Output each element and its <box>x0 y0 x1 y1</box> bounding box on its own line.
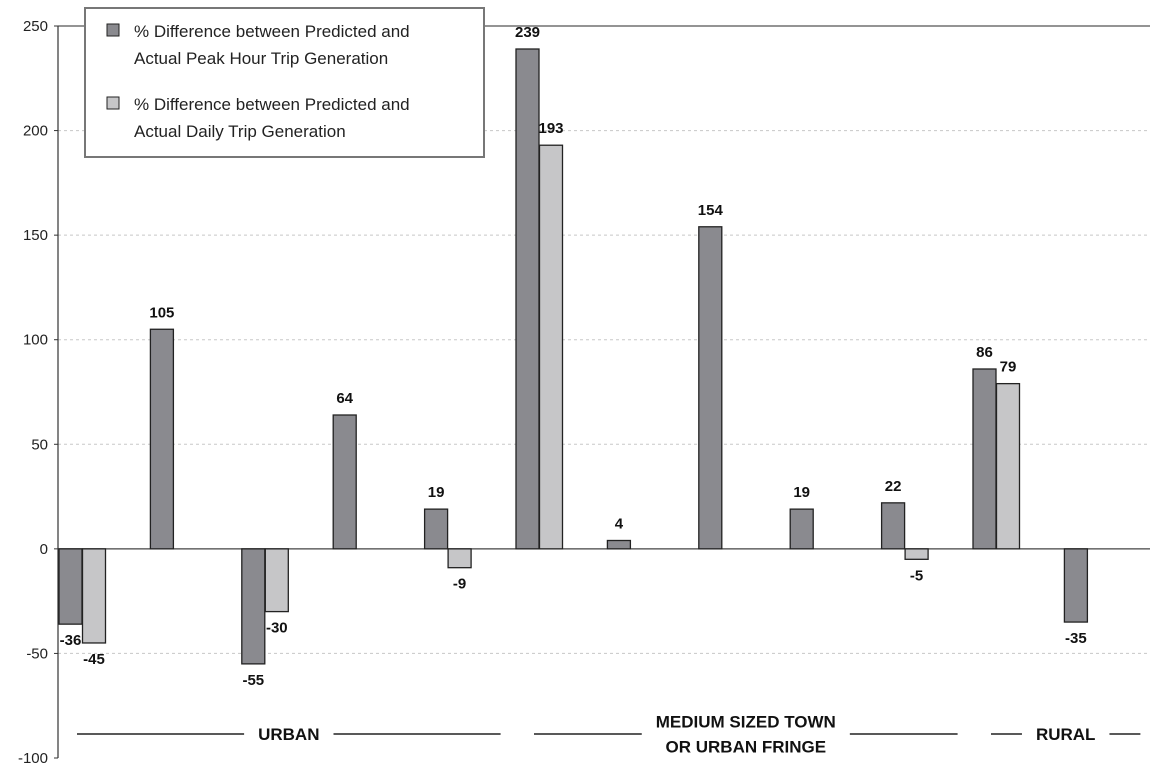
legend-swatch-daily <box>106 96 120 110</box>
group-labels: URBAN MEDIUM SIZED TOWN OR URBAN FRINGE RUR… <box>77 713 1141 757</box>
peak-hour-bar <box>58 548 83 625</box>
daily-value-label: -9 <box>453 576 466 593</box>
peak-hour-value-label: 19 <box>428 484 445 501</box>
peak-hour-value-label: 64 <box>336 390 353 407</box>
peak-hour-value-label: 4 <box>615 515 624 532</box>
y-tick-label: -100 <box>18 750 48 767</box>
peak-hour-value-label: 86 <box>976 344 993 361</box>
axes: -100 -50 0 50 100 150 200 250 <box>18 18 1150 767</box>
daily-bar <box>81 548 107 644</box>
peak-hour-bar <box>698 226 723 550</box>
daily-bar <box>264 548 289 613</box>
legend-label-daily: % Difference between Predicted and <box>134 95 410 114</box>
bars <box>58 48 1089 665</box>
y-tick-label: 50 <box>31 436 48 453</box>
y-tick-label: 100 <box>23 332 48 349</box>
legend-label-daily: Actual Daily Trip Generation <box>134 122 346 141</box>
peak-hour-bar <box>789 508 814 550</box>
daily-bar <box>995 382 1021 550</box>
legend: % Difference between Predicted and Actual… <box>84 7 485 158</box>
y-tick-label: 200 <box>23 123 48 140</box>
data-labels: -36-45 105 -55 -30 64 19 -9 239 193 4 154 19 22 -5 86 7… <box>60 24 1087 689</box>
y-tick-label: 150 <box>23 227 48 244</box>
daily-value-label: 193 <box>538 120 563 137</box>
y-tick-label: 250 <box>23 18 48 35</box>
y-tick-label: -50 <box>26 645 48 662</box>
group-label: URBAN <box>258 725 319 744</box>
peak-hour-bar <box>515 48 540 550</box>
peak-hour-bar <box>972 368 997 550</box>
daily-value-label: 79 <box>1000 359 1017 376</box>
daily-value-label: -45 <box>83 651 105 668</box>
legend-label-peak-hour: Actual Peak Hour Trip Generation <box>134 49 388 68</box>
peak-hour-bar <box>423 508 449 550</box>
group-label: OR URBAN FRINGE <box>666 738 827 757</box>
daily-bar <box>538 144 564 550</box>
daily-value-label: -30 <box>266 620 288 637</box>
daily-bar <box>447 548 472 569</box>
peak-hour-bar <box>606 539 632 550</box>
daily-value-label: -5 <box>910 567 923 584</box>
group-label: MEDIUM SIZED TOWN <box>656 713 836 732</box>
peak-hour-value-label: -55 <box>242 672 264 689</box>
legend-swatch-peak-hour <box>106 23 120 37</box>
daily-bar <box>904 548 929 560</box>
peak-hour-value-label: 105 <box>149 304 174 321</box>
peak-hour-bar <box>149 328 175 550</box>
peak-hour-value-label: -36 <box>60 632 82 649</box>
peak-hour-bar <box>241 548 266 665</box>
peak-hour-value-label: 19 <box>793 484 810 501</box>
peak-hour-value-label: 154 <box>698 202 724 219</box>
peak-hour-bar <box>880 502 906 550</box>
legend-label-peak-hour: % Difference between Predicted and <box>134 22 410 41</box>
group-label: RURAL <box>1036 725 1096 744</box>
peak-hour-value-label: 239 <box>515 24 540 41</box>
peak-hour-bar <box>1063 548 1089 623</box>
peak-hour-bar <box>332 414 357 550</box>
legend-box <box>84 7 485 158</box>
y-tick-label: 0 <box>40 541 48 558</box>
peak-hour-value-label: -35 <box>1065 630 1087 647</box>
peak-hour-value-label: 22 <box>885 478 902 495</box>
